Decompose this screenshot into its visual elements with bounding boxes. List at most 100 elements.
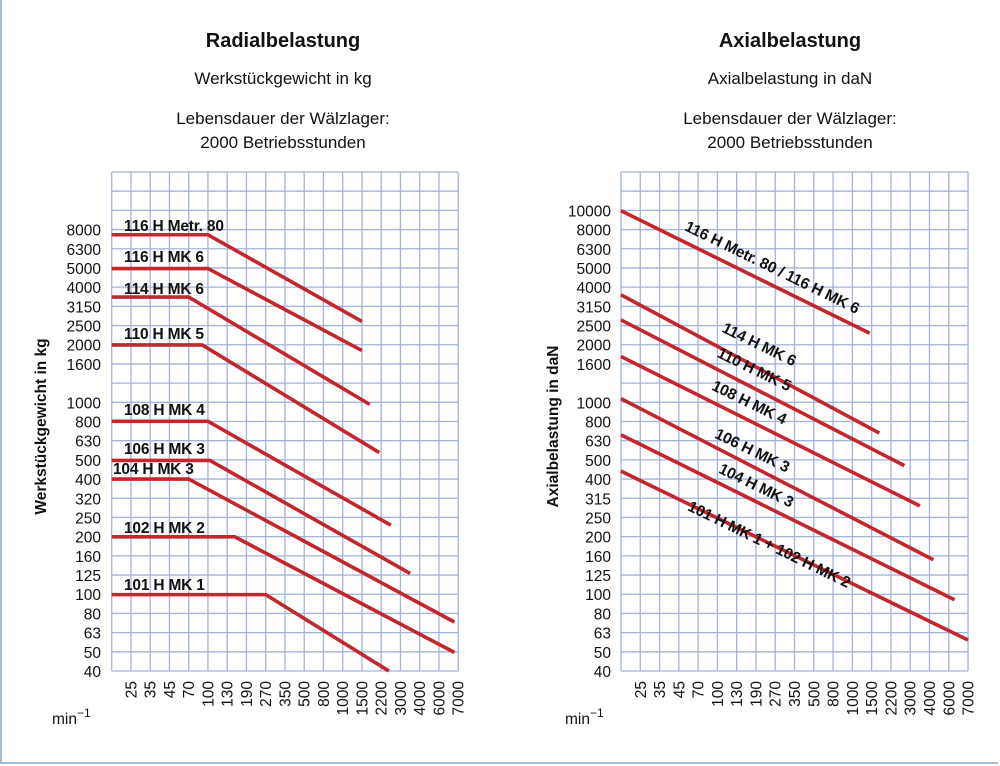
series-line bbox=[111, 592, 390, 673]
y-tick-label: 63 bbox=[84, 626, 101, 643]
series-line bbox=[620, 397, 935, 562]
series-108-h-mk-4: 108 H MK 4 bbox=[111, 402, 392, 527]
y-tick-label: 800 bbox=[75, 415, 101, 432]
x-tick-label: 800 bbox=[826, 681, 843, 707]
y-tick-label: 160 bbox=[75, 549, 101, 566]
y-tick-label: 63 bbox=[594, 626, 611, 643]
x-tick-label: 45 bbox=[671, 681, 688, 698]
y-tick-label: 2000 bbox=[67, 338, 102, 355]
y-tick-label: 4000 bbox=[577, 280, 612, 297]
series-116-h-mk-6: 116 H MK 6 bbox=[111, 249, 363, 353]
series-line bbox=[111, 458, 411, 575]
x-tick-label: 350 bbox=[277, 681, 294, 707]
bearing-life-note: Lebensdauer der Wälzlager: 2000 Betriebs… bbox=[580, 107, 1000, 155]
series-114-h-mk-6: 114 H MK 6 bbox=[111, 281, 371, 406]
series-label: 116 H MK 6 bbox=[124, 249, 204, 266]
series-line bbox=[111, 232, 363, 324]
y-tick-label: 200 bbox=[585, 530, 611, 547]
y-tick-label: 2000 bbox=[577, 338, 612, 355]
x-tick-label: 100 bbox=[200, 681, 217, 707]
series-label: 104 H MK 3 bbox=[113, 461, 194, 478]
y-tick-label: 40 bbox=[84, 664, 102, 681]
series-line bbox=[620, 209, 871, 335]
x-tick-label: 190 bbox=[748, 681, 765, 707]
x-tick-label: 70 bbox=[181, 681, 198, 699]
y-tick-label: 40 bbox=[594, 664, 612, 681]
bearing-life-line2: 2000 Betriebsstunden bbox=[707, 133, 873, 152]
y-tick-label: 3150 bbox=[67, 299, 102, 316]
series-label: 114 H MK 6 bbox=[124, 281, 204, 298]
y-tick-label: 125 bbox=[585, 568, 611, 585]
bearing-life-line1: Lebensdauer der Wälzlager: bbox=[683, 109, 897, 128]
y-tick-label: 315 bbox=[585, 491, 611, 508]
series-line bbox=[111, 266, 363, 353]
y-tick-label: 400 bbox=[585, 472, 611, 489]
x-tick-label: 6000 bbox=[941, 681, 958, 716]
y-tick-label: 8000 bbox=[67, 223, 102, 240]
y-axis-label: Axialbelastung in daN bbox=[545, 346, 562, 508]
y-tick-label: 1600 bbox=[577, 357, 612, 374]
series-101-h-mk-1: 101 H MK 1 bbox=[111, 577, 390, 673]
y-tick-label: 100 bbox=[75, 587, 101, 604]
x-tick-label: 6000 bbox=[431, 681, 448, 716]
y-tick-label: 50 bbox=[594, 645, 612, 662]
x-axis-unit-label: min−1 bbox=[52, 706, 91, 728]
series-label: 108 H MK 4 bbox=[124, 402, 205, 419]
x-tick-label: 270 bbox=[258, 681, 275, 707]
y-tick-label: 800 bbox=[585, 415, 611, 432]
y-axis-label: Werkstückgewicht in kg bbox=[33, 338, 50, 514]
x-axis-unit-exponent: −1 bbox=[77, 706, 91, 720]
y-tick-label: 250 bbox=[75, 510, 101, 527]
y-tick-label: 6300 bbox=[577, 242, 612, 259]
x-tick-label: 350 bbox=[787, 681, 804, 707]
x-tick-label: 2200 bbox=[883, 681, 900, 716]
x-tick-label: 130 bbox=[729, 681, 746, 707]
y-tick-label: 200 bbox=[75, 530, 101, 547]
axial-load-chart: 10000 8000 6300 5000 4000 3150 2500 2000 1600 100… bbox=[545, 171, 978, 728]
x-tick-label: 500 bbox=[806, 681, 823, 707]
x-tick-label: 35 bbox=[143, 681, 160, 698]
y-tick-label: 400 bbox=[75, 472, 101, 489]
y-tick-label: 50 bbox=[84, 645, 102, 662]
y-tick-label: 5000 bbox=[577, 261, 612, 278]
series-label: 110 H MK 5 bbox=[124, 326, 204, 343]
x-tick-label: 4000 bbox=[412, 681, 429, 716]
chart-title: Axialbelastung bbox=[718, 30, 862, 52]
x-tick-label: 35 bbox=[652, 681, 669, 698]
y-tick-label: 320 bbox=[75, 491, 101, 508]
x-tick-label: 4000 bbox=[922, 681, 939, 716]
y-tick-label: 1600 bbox=[67, 357, 102, 374]
x-tick-label: 45 bbox=[162, 681, 179, 698]
chart-title: Radialbelastung bbox=[205, 30, 361, 52]
y-tick-label: 80 bbox=[594, 606, 612, 623]
x-tick-label: 2200 bbox=[374, 681, 391, 716]
y-tick-label: 100 bbox=[585, 587, 611, 604]
series-line bbox=[620, 318, 906, 468]
series-line bbox=[111, 535, 456, 654]
series-106-h-mk-3: 106 H MK 3 bbox=[111, 441, 411, 575]
x-tick-label: 100 bbox=[710, 681, 727, 707]
series-label: 106 H MK 3 bbox=[124, 441, 205, 458]
y-tick-label: 5000 bbox=[67, 261, 102, 278]
grid bbox=[620, 171, 969, 672]
bearing-life-note: Lebensdauer der Wälzlager: 2000 Betriebs… bbox=[73, 107, 493, 155]
x-tick-label: 190 bbox=[239, 681, 256, 707]
y-tick-label: 1000 bbox=[577, 395, 612, 412]
x-axis-unit: min bbox=[52, 711, 77, 728]
y-tick-label: 500 bbox=[75, 453, 101, 470]
series-label: 102 H MK 2 bbox=[124, 520, 205, 537]
series-label: 101 H MK 1 + 102 H MK 2 bbox=[685, 498, 853, 592]
series-line bbox=[620, 293, 881, 435]
x-tick-label: 7000 bbox=[451, 681, 468, 716]
bearing-life-line2: 2000 Betriebsstunden bbox=[200, 133, 366, 152]
series-102-h-mk-2: 102 H MK 2 bbox=[111, 520, 456, 654]
x-tick-label: 130 bbox=[220, 681, 237, 707]
x-tick-label: 25 bbox=[123, 681, 140, 698]
series-line bbox=[111, 419, 392, 527]
series-line bbox=[111, 295, 371, 406]
x-tick-label: 25 bbox=[633, 681, 650, 698]
chart-subtitle: Werkstückgewicht in kg bbox=[194, 69, 372, 88]
y-tick-label: 2500 bbox=[67, 319, 102, 336]
y-tick-label: 8000 bbox=[577, 223, 612, 240]
